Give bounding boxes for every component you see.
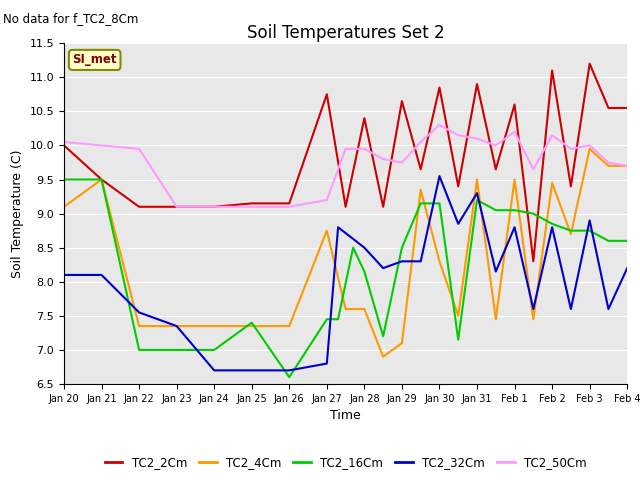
Y-axis label: Soil Temperature (C): Soil Temperature (C)	[11, 149, 24, 278]
Text: SI_met: SI_met	[72, 53, 117, 66]
Title: Soil Temperatures Set 2: Soil Temperatures Set 2	[247, 24, 444, 42]
Legend: TC2_2Cm, TC2_4Cm, TC2_16Cm, TC2_32Cm, TC2_50Cm: TC2_2Cm, TC2_4Cm, TC2_16Cm, TC2_32Cm, TC…	[100, 451, 591, 474]
X-axis label: Time: Time	[330, 409, 361, 422]
Text: No data for f_TC2_8Cm: No data for f_TC2_8Cm	[3, 12, 139, 25]
